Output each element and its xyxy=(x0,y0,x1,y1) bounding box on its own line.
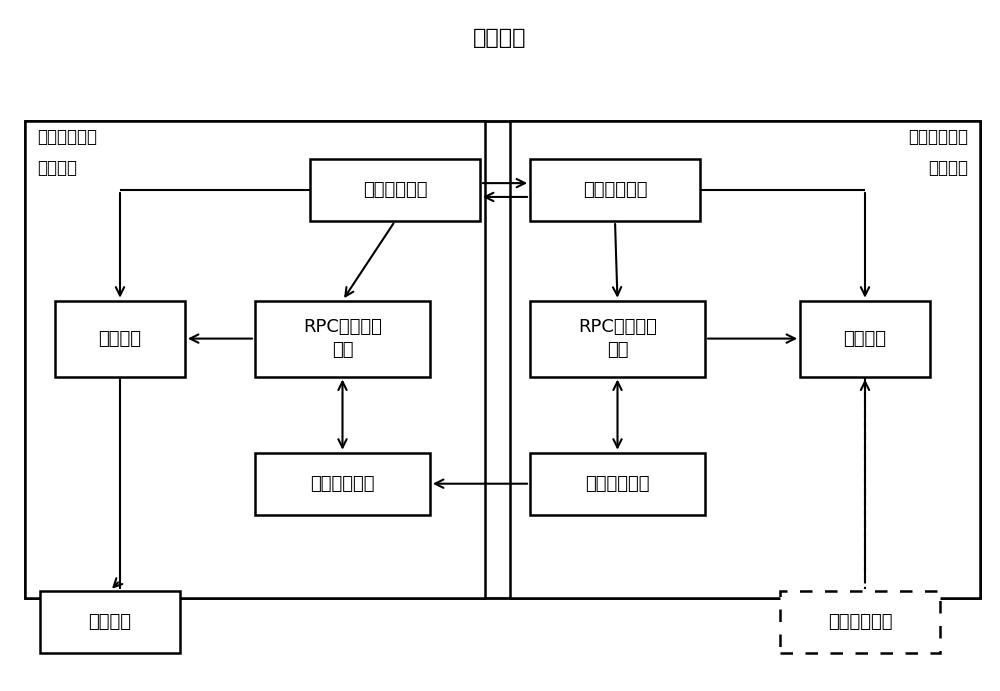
Text: 主从识别模块: 主从识别模块 xyxy=(583,181,647,199)
Text: （从侧）: （从侧） xyxy=(928,159,968,177)
Bar xyxy=(255,453,430,515)
Text: 分立功能单元: 分立功能单元 xyxy=(37,128,97,146)
Bar xyxy=(530,301,705,377)
Bar xyxy=(25,121,980,598)
Text: 网管模块: 网管模块 xyxy=(98,330,142,348)
Bar xyxy=(530,453,705,515)
Text: 主从识别模块: 主从识别模块 xyxy=(363,181,427,199)
Bar xyxy=(780,591,940,653)
Text: RPC方法同步
模块: RPC方法同步 模块 xyxy=(578,318,657,359)
Text: 分立功能单元: 分立功能单元 xyxy=(908,128,968,146)
Bar xyxy=(25,121,485,598)
Bar xyxy=(310,159,480,221)
Bar xyxy=(530,159,700,221)
Text: （主侧）: （主侧） xyxy=(37,159,77,177)
Bar xyxy=(255,301,430,377)
Text: 数据同步模块: 数据同步模块 xyxy=(310,475,375,493)
Text: RPC方法同步
模块: RPC方法同步 模块 xyxy=(303,318,382,359)
Text: 融合终端: 融合终端 xyxy=(473,28,527,48)
Bar xyxy=(55,301,185,377)
Bar xyxy=(510,121,980,598)
Text: 管理平台: 管理平台 xyxy=(89,613,132,631)
Bar xyxy=(800,301,930,377)
Text: 数据同步模块: 数据同步模块 xyxy=(585,475,650,493)
Text: 网管模块: 网管模块 xyxy=(844,330,887,348)
Bar xyxy=(40,591,180,653)
Text: 备份管理平台: 备份管理平台 xyxy=(828,613,892,631)
